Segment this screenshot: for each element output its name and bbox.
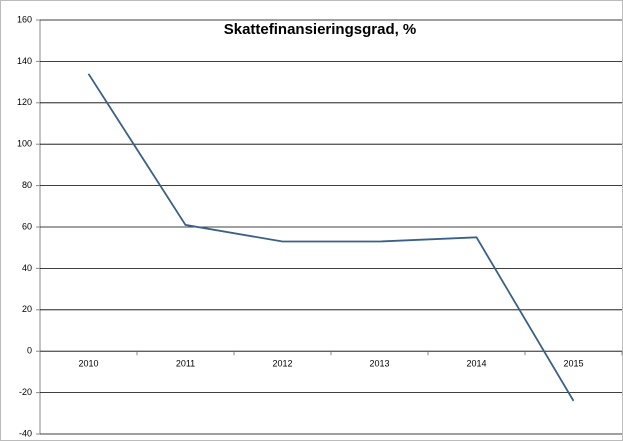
y-tick-label: 160 bbox=[17, 14, 32, 24]
y-tick-label: 60 bbox=[22, 221, 32, 231]
chart-title: Skattefinansieringsgrad, % bbox=[224, 21, 417, 38]
y-tick-label: 120 bbox=[17, 97, 32, 107]
y-tick-label: 140 bbox=[17, 56, 32, 66]
y-tick-label: 100 bbox=[17, 139, 32, 149]
x-tick-label: 2012 bbox=[272, 359, 292, 369]
data-line bbox=[87, 73, 575, 402]
y-tick-label: -40 bbox=[19, 428, 32, 438]
y-tick-label: -20 bbox=[19, 387, 32, 397]
x-tick-label: 2015 bbox=[563, 359, 583, 369]
x-tick-label: 2013 bbox=[369, 359, 389, 369]
x-tick-label: 2014 bbox=[466, 359, 486, 369]
y-tick-label: 0 bbox=[27, 346, 32, 356]
x-tick-label: 2011 bbox=[176, 359, 195, 369]
y-tick-label: 40 bbox=[22, 263, 32, 273]
y-tick-label: 80 bbox=[22, 180, 32, 190]
y-tick-label: 20 bbox=[22, 304, 32, 314]
x-tick-label: 2010 bbox=[78, 359, 98, 369]
